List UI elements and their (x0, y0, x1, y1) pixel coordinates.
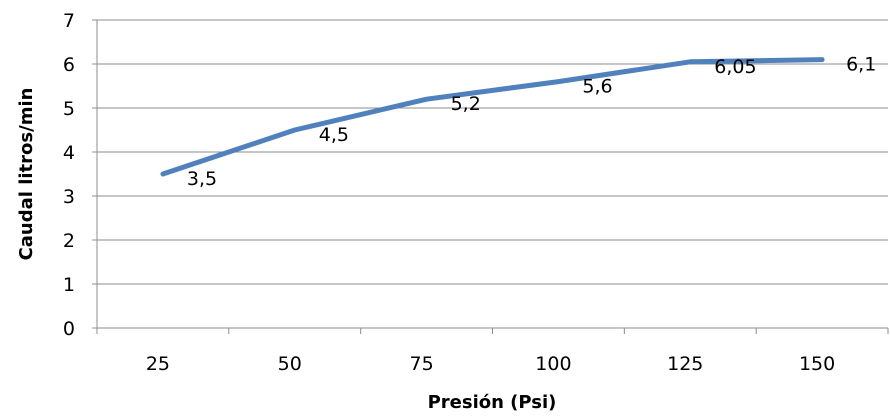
series-group (160, 57, 825, 177)
y-tick-label: 1 (63, 274, 75, 296)
y-tick-label: 4 (63, 142, 75, 164)
data-label: 4,5 (319, 124, 349, 146)
data-label: 3,5 (187, 168, 217, 190)
y-tick-label: 0 (63, 318, 75, 340)
y-tick-label: 3 (63, 186, 75, 208)
x-tick-labels: 25 50 75 100 125 150 (146, 353, 835, 375)
data-labels: 3,5 4,5 5,2 5,6 6,05 6,1 (187, 54, 876, 190)
x-tick-label: 75 (409, 353, 433, 375)
data-label: 6,1 (846, 54, 876, 76)
y-tick-label: 7 (63, 10, 75, 32)
series-line (160, 57, 825, 177)
x-tick-label: 50 (278, 353, 302, 375)
x-tick-label: 100 (535, 353, 571, 375)
y-axis-title: Caudal litros/min (16, 88, 37, 261)
x-tick-label: 125 (667, 353, 703, 375)
y-tick-label: 2 (63, 230, 75, 252)
data-label: 5,2 (451, 93, 481, 115)
y-tick-label: 5 (63, 98, 75, 120)
y-tick-label: 6 (63, 54, 75, 76)
x-axis-title: Presión (Psi) (428, 392, 557, 413)
x-tick-label: 150 (799, 353, 835, 375)
axes (92, 19, 889, 334)
y-tick-labels: 0 1 2 3 4 5 6 7 (63, 10, 75, 340)
data-label: 5,6 (582, 76, 612, 98)
x-tick-label: 25 (146, 353, 170, 375)
data-label: 6,05 (714, 56, 756, 78)
